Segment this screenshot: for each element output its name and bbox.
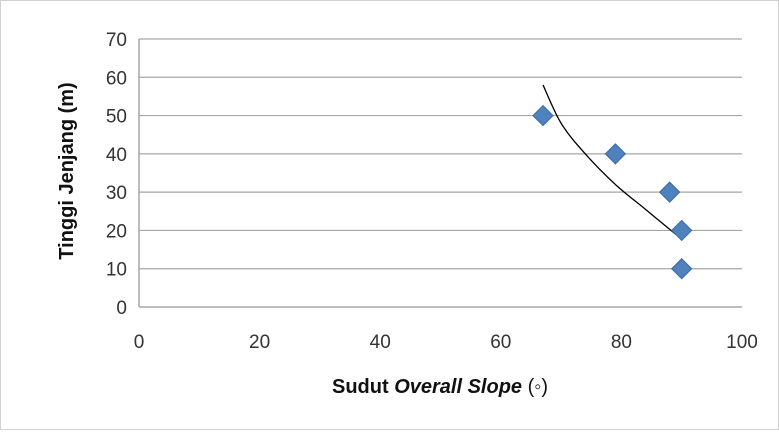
- x-tick-label: 0: [134, 332, 145, 353]
- data-points: [532, 104, 693, 280]
- y-tick-label: 30: [106, 183, 127, 204]
- y-tick-label: 50: [106, 107, 127, 128]
- x-tick-label: 100: [726, 332, 758, 353]
- y-tick-label: 20: [106, 221, 127, 242]
- x-axis-label-main: Sudut: [332, 376, 394, 398]
- x-axis-label-unit: (◦): [522, 376, 548, 398]
- x-tick-labels: 0 20 40 60 80 100: [134, 332, 758, 353]
- x-tick-label: 80: [611, 332, 632, 353]
- axes: [138, 39, 742, 308]
- y-tick-labels: 0 10 20 30 40 50 60 70: [106, 30, 127, 319]
- x-tick-label: 20: [249, 332, 270, 353]
- x-axis-label: Sudut Overall Slope (◦): [332, 376, 548, 398]
- x-tick-label: 40: [370, 332, 391, 353]
- data-point-3: [658, 181, 681, 203]
- data-point-5: [670, 258, 693, 280]
- grid-lines: [139, 38, 742, 270]
- y-tick-label: 70: [106, 30, 127, 51]
- data-point-4: [670, 219, 693, 242]
- x-tick-label: 60: [490, 332, 511, 353]
- data-point-1: [532, 104, 554, 127]
- trendline-layer: [542, 84, 677, 235]
- data-point-2: [604, 143, 627, 165]
- y-tick-label: 60: [106, 68, 127, 89]
- y-tick-label: 40: [106, 145, 127, 166]
- y-tick-label: 0: [116, 298, 127, 319]
- y-axis-label: Tinggi Jenjang (m): [56, 82, 78, 259]
- trendline-curve: [542, 84, 677, 235]
- x-axis-label-italic: Overall Slope: [394, 376, 522, 398]
- y-tick-label: 10: [106, 260, 127, 281]
